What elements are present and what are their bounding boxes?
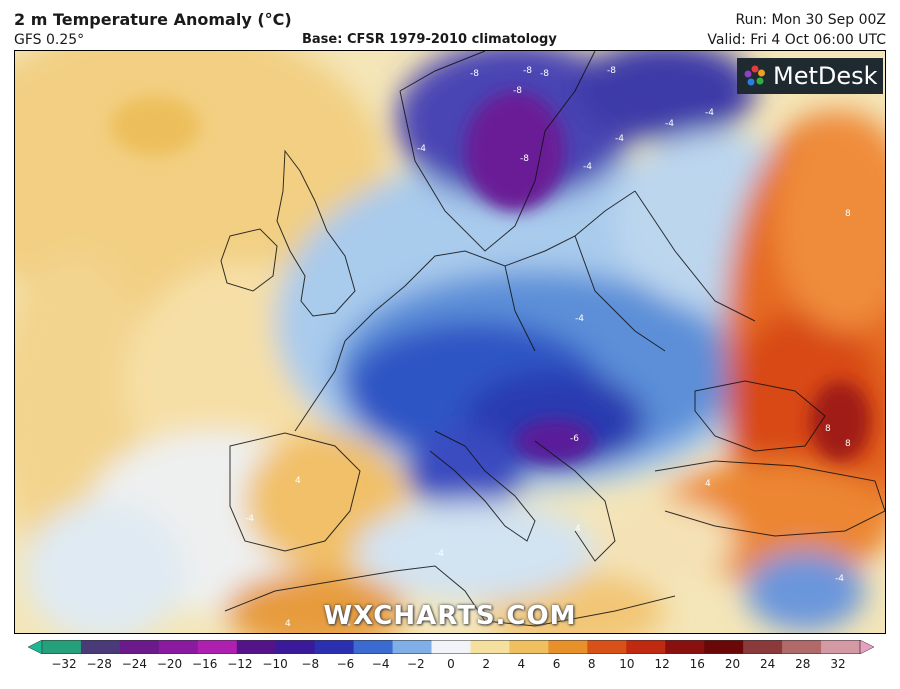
contour-label: -4	[575, 314, 584, 324]
contour-label: -8	[523, 66, 532, 76]
contour-label: 4	[705, 479, 711, 489]
contour-label: -4	[435, 549, 444, 559]
colorbar-tick-label: −4	[371, 657, 390, 671]
contour-label: 8	[825, 424, 831, 434]
contour-label: -4	[835, 574, 844, 584]
contour-label: -4	[417, 144, 426, 154]
contour-label: -8	[607, 66, 616, 76]
wxcharts-watermark: WXCHARTS.COM	[323, 601, 577, 631]
colorbar-tick-label: −8	[301, 657, 320, 671]
colorbar-segment	[431, 640, 472, 654]
colorbar-tick-label: 12	[654, 657, 670, 671]
colorbar-segment	[704, 640, 744, 654]
contour-label: -8	[470, 69, 479, 79]
colorbar-segment	[314, 640, 355, 654]
colorbar-segment	[275, 640, 316, 654]
colorbar-tick-label: 32	[830, 657, 846, 671]
colorbar-tick-label: −20	[156, 657, 183, 671]
colorbar-tick-label: −12	[227, 657, 253, 671]
model-label: GFS 0.25°	[14, 32, 85, 48]
contour-label: -4	[583, 162, 592, 172]
contour-label: -4	[615, 134, 624, 144]
colorbar-tick-label: −28	[86, 657, 112, 671]
run-time-label: Run: Mon 30 Sep 00Z	[735, 12, 887, 28]
colorbar-segment	[587, 640, 627, 654]
contour-label: 8	[845, 439, 851, 449]
contour-label: 4	[575, 524, 581, 534]
metdesk-logo: MetDesk	[737, 58, 883, 94]
valid-time-label: Valid: Fri 4 Oct 06:00 UTC	[707, 32, 886, 48]
colorbar-tick-label: −6	[336, 657, 355, 671]
contour-label: 4	[285, 619, 291, 629]
colorbar-tick-label: −16	[192, 657, 218, 671]
colorbar-tick-label: 0	[447, 657, 455, 671]
colorbar-segment	[80, 640, 121, 654]
colorbar-segment	[782, 640, 822, 654]
colorbar-segment	[158, 640, 199, 654]
colorbar-tick-label: 8	[587, 657, 596, 671]
colorbar-outline	[41, 640, 861, 654]
metdesk-flower-icon	[744, 65, 765, 86]
colorbar-tick-label: 28	[795, 657, 811, 671]
contour-label: -4	[665, 119, 674, 129]
colorbar-segment	[353, 640, 394, 654]
colorbar-tick-label: −32	[51, 657, 77, 671]
contour-label: -6	[570, 434, 579, 444]
colorbar-segment	[743, 640, 783, 654]
colorbar-segment	[665, 640, 705, 654]
colorbar-tick-label: 2	[482, 657, 490, 671]
colorbar-max-arrow	[859, 640, 874, 654]
colorbar-tick-label: −24	[121, 657, 148, 671]
colorbar-segment	[470, 640, 511, 654]
contour-label: -8	[540, 69, 549, 79]
colorbar-segment	[119, 640, 160, 654]
colorbar-segment	[236, 640, 277, 654]
colorbar-tick-label: 10	[619, 657, 635, 671]
contour-label: -8	[520, 154, 529, 164]
contour-label: -4	[245, 514, 254, 524]
base-climatology-label: Base: CFSR 1979-2010 climatology	[302, 32, 557, 47]
colorbar-tick-label: 6	[552, 657, 561, 671]
contour-label: 4	[345, 619, 351, 629]
contour-label: -4	[705, 108, 714, 118]
colorbar-tick-label: −2	[406, 657, 425, 671]
colorbar-tick-label: 20	[724, 657, 741, 671]
colorbar-segment	[197, 640, 238, 654]
colorbar-tick-label: 16	[689, 657, 705, 671]
colorbar-segment	[821, 640, 861, 654]
colorbar	[28, 640, 874, 654]
colorbar-tick-label: −10	[262, 657, 288, 671]
contour-label: -8	[513, 86, 522, 96]
colorbar-segment	[509, 640, 549, 654]
contour-label: 4	[295, 476, 301, 486]
colorbar-tick-label: 24	[759, 657, 776, 671]
anomaly-map[interactable]: -8 -8 -8 -8 -8 -4 -4 -4 -4 -4 -8 -6 -4 8 8 8 4 4 4 -4 -4 -4 4 4…	[14, 50, 886, 634]
contour-label: 8	[845, 209, 851, 219]
colorbar-tick-label: 4	[517, 657, 526, 671]
colorbar-segment	[626, 640, 666, 654]
chart-title: 2 m Temperature Anomaly (°C)	[14, 10, 292, 29]
colorbar-segment	[392, 640, 433, 654]
colorbar-segment	[42, 640, 82, 654]
colorbar-min-arrow	[28, 640, 43, 654]
metdesk-logo-text: MetDesk	[773, 62, 878, 90]
colorbar-segment	[548, 640, 588, 654]
